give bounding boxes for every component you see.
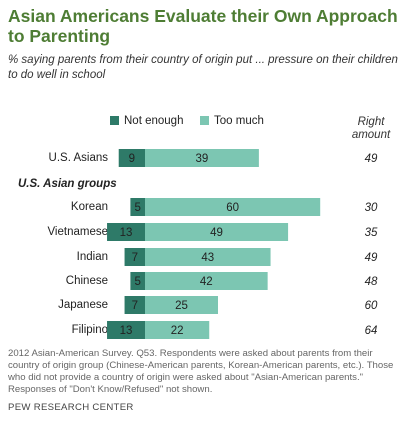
- category-label: Vietnamese: [47, 226, 108, 238]
- bar-too-much: [145, 296, 218, 314]
- value-label: 5: [134, 202, 140, 214]
- right-amount-value: 49: [365, 252, 378, 264]
- bar-not-enough: [124, 248, 145, 266]
- right-amount-value: 60: [365, 300, 378, 312]
- bar-not-enough: [130, 272, 145, 290]
- bar-not-enough: [130, 198, 145, 216]
- right-amount-value: 49: [365, 153, 378, 165]
- category-label: Chinese: [66, 275, 108, 287]
- bar-too-much: [145, 321, 210, 339]
- value-label: 49: [210, 227, 223, 239]
- bar-too-much: [145, 248, 271, 266]
- value-label: 25: [175, 300, 188, 312]
- value-label: 42: [200, 276, 213, 288]
- category-label: Korean: [71, 201, 108, 213]
- value-label: 5: [134, 276, 140, 288]
- value-label: 22: [171, 325, 184, 337]
- bar-not-enough: [107, 223, 145, 241]
- legend-swatch: [110, 116, 119, 125]
- category-label: Filipino: [72, 324, 108, 336]
- right-amount-value: 35: [365, 227, 378, 239]
- value-label: 13: [120, 325, 133, 337]
- value-label: 39: [196, 153, 209, 165]
- value-label: 60: [226, 202, 239, 214]
- bar-not-enough: [124, 296, 145, 314]
- right-amount-value: 64: [365, 325, 378, 337]
- value-label: 7: [132, 252, 138, 264]
- legend-label: Too much: [214, 115, 264, 127]
- chart-subtitle: % saying parents from their country of o…: [8, 54, 398, 81]
- right-amount-value: 48: [365, 276, 378, 288]
- value-label: 43: [201, 252, 214, 264]
- bar-not-enough: [107, 321, 145, 339]
- group-label: U.S. Asian groups: [18, 178, 117, 190]
- bar-too-much: [145, 198, 321, 216]
- bar-too-much: [145, 272, 268, 290]
- legend-label: Not enough: [124, 115, 183, 127]
- value-label: 9: [129, 153, 135, 165]
- bar-too-much: [145, 149, 259, 167]
- chart-title: Asian Americans Evaluate their Own Appro…: [8, 6, 398, 46]
- category-label: Japanese: [58, 299, 108, 311]
- value-label: 13: [120, 227, 133, 239]
- value-label: 7: [132, 300, 138, 312]
- note: 2012 Asian-American Survey. Q53. Respond…: [8, 348, 394, 395]
- column-header: Right amount: [351, 116, 391, 141]
- legend-swatch: [200, 116, 209, 125]
- bar-not-enough: [118, 149, 145, 167]
- right-amount-value: 30: [365, 202, 378, 214]
- category-label: U.S. Asians: [49, 152, 109, 164]
- source: PEW RESEARCH CENTER: [8, 402, 134, 413]
- bar-too-much: [145, 223, 289, 241]
- category-label: Indian: [77, 251, 108, 263]
